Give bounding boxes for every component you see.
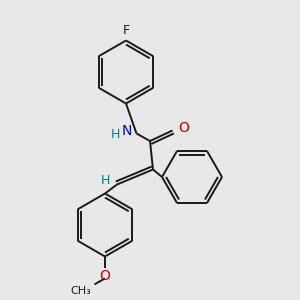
Text: F: F <box>122 25 130 38</box>
Text: O: O <box>100 269 110 284</box>
Text: O: O <box>178 121 189 134</box>
Text: N: N <box>122 124 132 138</box>
Text: H: H <box>101 174 110 188</box>
Text: H: H <box>111 128 120 142</box>
Text: CH₃: CH₃ <box>70 286 91 296</box>
